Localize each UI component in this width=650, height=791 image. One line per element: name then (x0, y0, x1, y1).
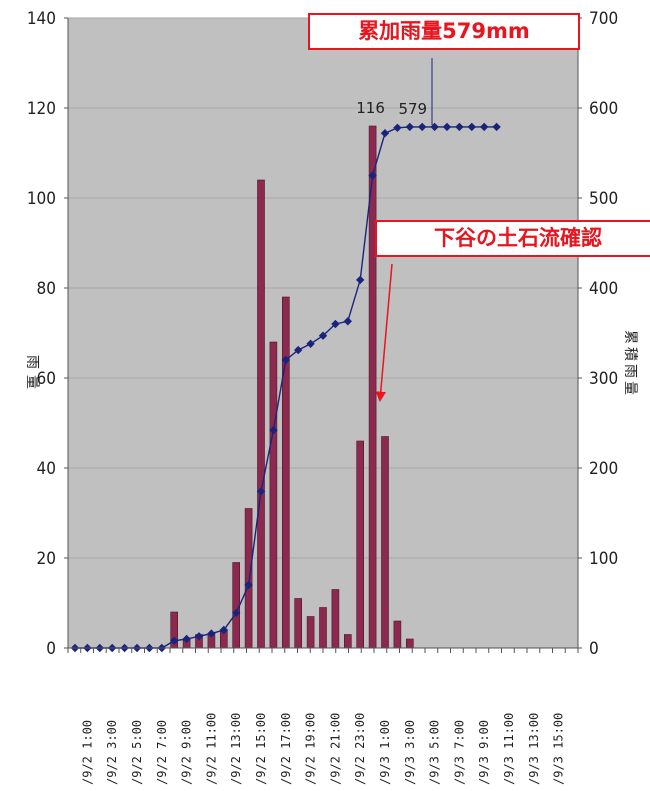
x-tick-label: /9/2 21:00 (328, 713, 342, 785)
rainfall-bar (258, 180, 265, 648)
total-rainfall-callout: 累加雨量579mm (308, 13, 580, 50)
debris-flow-callout: 下谷の土石流確認 (375, 220, 650, 257)
right-tick-label: 700 (589, 9, 618, 29)
left-axis-title: 雨量 (24, 355, 40, 395)
left-tick-label: 120 (27, 99, 56, 119)
right-tick-label: 600 (589, 99, 618, 119)
left-axis-title-text: 雨量 (24, 355, 40, 395)
right-tick-label: 400 (589, 279, 618, 299)
x-tick-label: /9/2 3:00 (105, 720, 119, 785)
left-axis-ticks: 020406080100120140 (27, 9, 68, 659)
x-tick-label: /9/2 9:00 (180, 720, 194, 785)
x-tick-label: /9/2 1:00 (80, 720, 94, 785)
right-axis-ticks: 0 100 200 300 400 500 600 700 (578, 9, 618, 659)
x-tick-label: /9/3 13:00 (527, 713, 541, 785)
rainfall-bar (332, 590, 339, 649)
x-tick-label: /9/2 5:00 (130, 720, 144, 785)
left-tick-label: 0 (46, 639, 56, 659)
x-tick-label: /9/3 5:00 (428, 720, 442, 785)
right-axis-title-text: 累積雨量 (622, 330, 638, 398)
x-tick-label: /9/3 15:00 (552, 713, 566, 785)
data-label: 579 (398, 100, 427, 118)
rainfall-bar (233, 563, 240, 649)
right-tick-label: 100 (589, 549, 618, 569)
x-tick-label: /9/3 3:00 (403, 720, 417, 785)
x-tick-label: /9/2 15:00 (254, 713, 268, 785)
left-tick-label: 140 (27, 9, 56, 29)
right-tick-label: 500 (589, 189, 618, 209)
left-tick-label: 100 (27, 189, 56, 209)
right-tick-label: 300 (589, 369, 618, 389)
rainfall-bar (357, 441, 364, 648)
x-tick-label: /9/3 9:00 (477, 720, 491, 785)
x-tick-label: /9/2 19:00 (304, 713, 318, 785)
right-tick-label: 0 (589, 639, 599, 659)
x-tick-label: /9/2 7:00 (155, 720, 169, 785)
x-tick-label: /9/3 7:00 (452, 720, 466, 785)
data-label: 116 (356, 99, 385, 117)
x-tick-label: /9/2 17:00 (279, 713, 293, 785)
left-tick-label: 80 (37, 279, 56, 299)
rainfall-bar (344, 635, 351, 649)
right-tick-label: 200 (589, 459, 618, 479)
x-tick-label: /9/2 13:00 (229, 713, 243, 785)
rainfall-bar (320, 608, 327, 649)
rainfall-bar (394, 621, 401, 648)
x-tick-label: /9/3 1:00 (378, 720, 392, 785)
left-tick-label: 20 (37, 549, 56, 569)
rainfall-bar (295, 599, 302, 649)
rainfall-bar (282, 297, 289, 648)
x-tick-label: /9/2 23:00 (353, 713, 367, 785)
rainfall-bar (406, 639, 413, 648)
rainfall-bar (382, 437, 389, 649)
rainfall-bar (307, 617, 314, 649)
rainfall-bar (270, 342, 277, 648)
left-tick-label: 40 (37, 459, 56, 479)
right-axis-title: 累積雨量 (622, 330, 638, 398)
x-tick-label: /9/3 11:00 (502, 713, 516, 785)
x-axis-ticks: /9/2 1:00/9/2 3:00/9/2 5:00/9/2 7:00/9/2… (80, 713, 565, 785)
rainfall-bar (245, 509, 252, 649)
x-tick-label: /9/2 11:00 (204, 713, 218, 785)
rainfall-bar (369, 126, 376, 648)
